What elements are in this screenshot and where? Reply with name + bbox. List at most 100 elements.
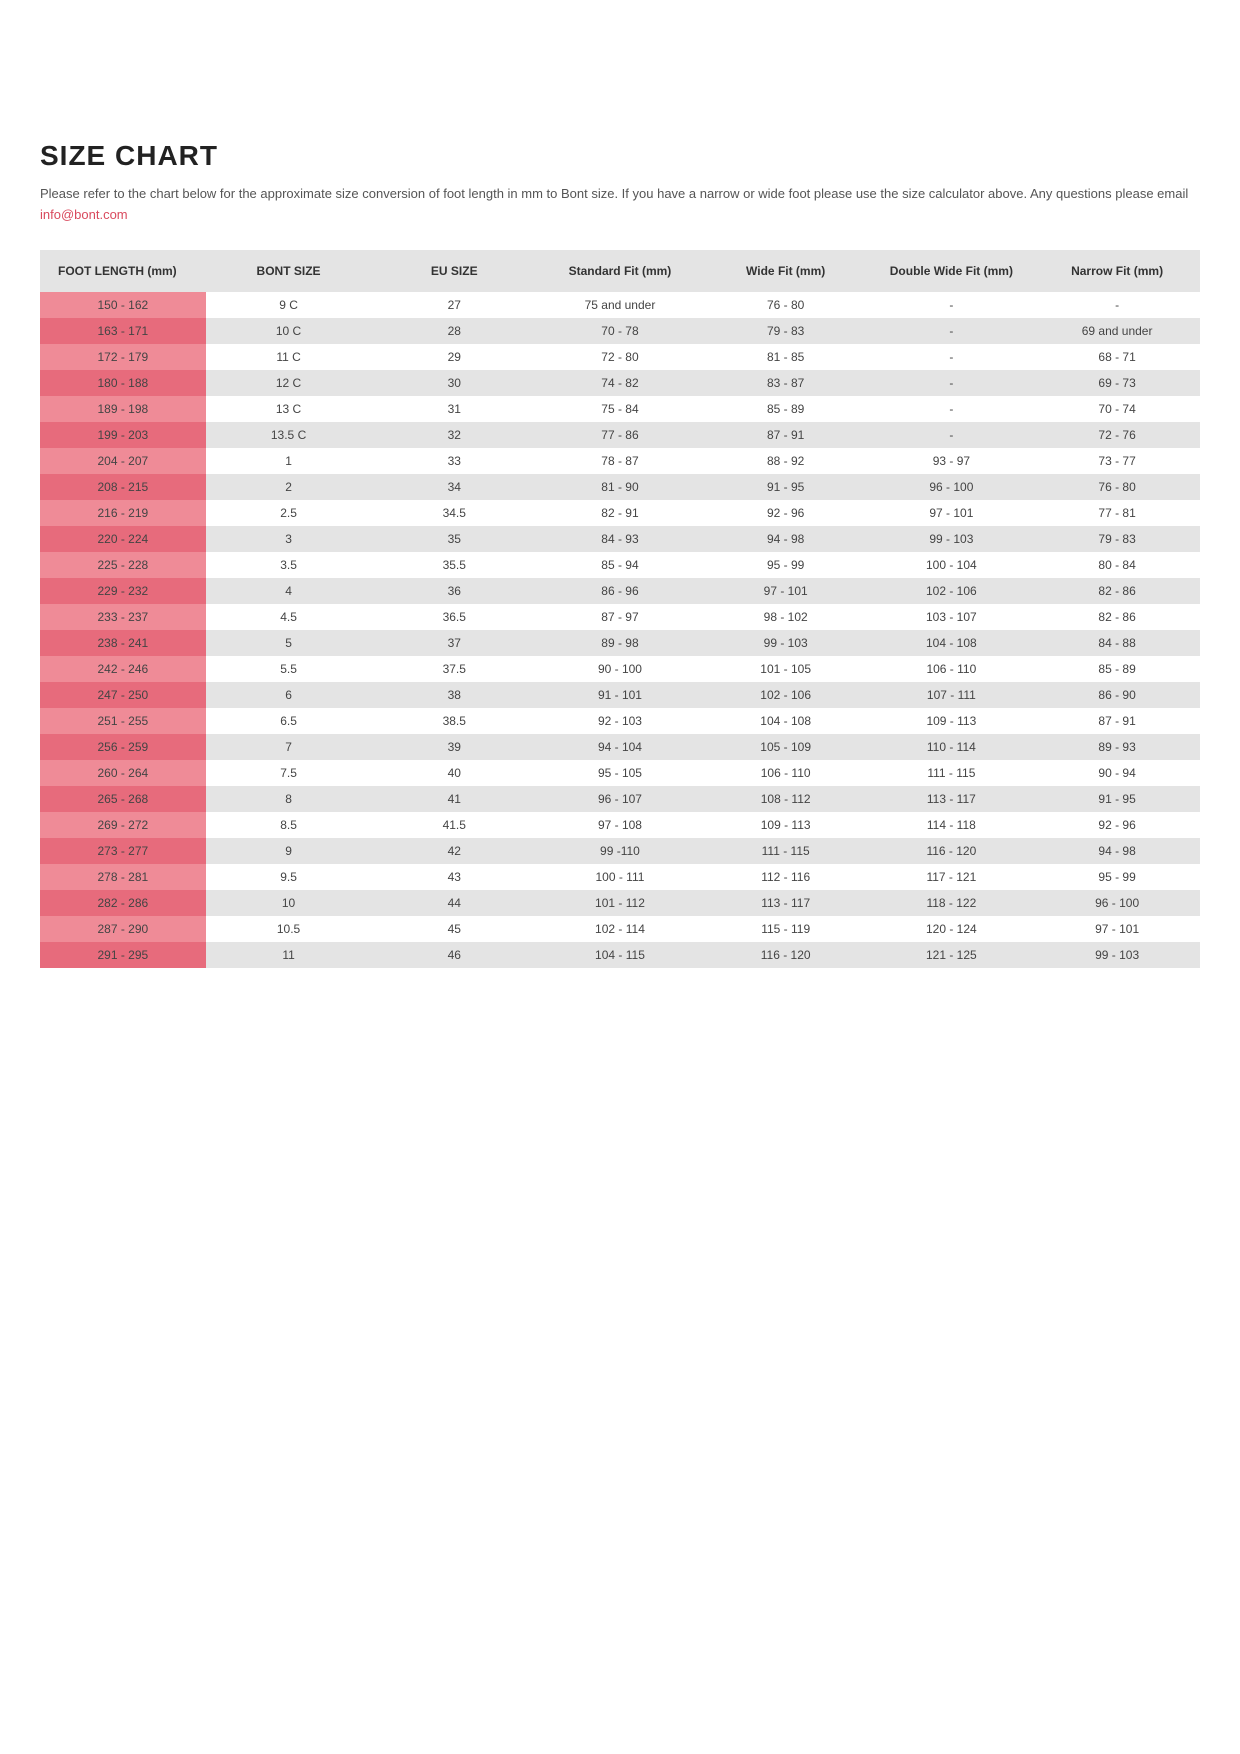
- table-cell: 225 - 228: [40, 552, 206, 578]
- table-cell: 85 - 94: [537, 552, 703, 578]
- table-cell: 238 - 241: [40, 630, 206, 656]
- table-cell: 97 - 108: [537, 812, 703, 838]
- table-cell: 115 - 119: [703, 916, 869, 942]
- table-cell: 92 - 96: [1034, 812, 1200, 838]
- table-row: 269 - 2728.541.597 - 108109 - 113114 - 1…: [40, 812, 1200, 838]
- table-cell: 33: [371, 448, 537, 474]
- table-cell: -: [869, 292, 1035, 318]
- table-row: 256 - 25973994 - 104105 - 109110 - 11489…: [40, 734, 1200, 760]
- table-cell: 13 C: [206, 396, 372, 422]
- table-cell: 35.5: [371, 552, 537, 578]
- table-cell: 163 - 171: [40, 318, 206, 344]
- column-header: Double Wide Fit (mm): [869, 250, 1035, 292]
- table-cell: 34: [371, 474, 537, 500]
- column-header: FOOT LENGTH (mm): [40, 250, 206, 292]
- table-cell: 88 - 92: [703, 448, 869, 474]
- table-row: 229 - 23243686 - 9697 - 101102 - 10682 -…: [40, 578, 1200, 604]
- column-header: Narrow Fit (mm): [1034, 250, 1200, 292]
- table-cell: 233 - 237: [40, 604, 206, 630]
- table-cell: 35: [371, 526, 537, 552]
- table-cell: 28: [371, 318, 537, 344]
- table-cell: 10 C: [206, 318, 372, 344]
- table-cell: 4.5: [206, 604, 372, 630]
- table-cell: 86 - 90: [1034, 682, 1200, 708]
- table-cell: 13.5 C: [206, 422, 372, 448]
- intro-before: Please refer to the chart below for the …: [40, 186, 1188, 201]
- table-cell: 101 - 105: [703, 656, 869, 682]
- table-cell: 84 - 93: [537, 526, 703, 552]
- table-cell: 102 - 114: [537, 916, 703, 942]
- table-cell: 82 - 86: [1034, 604, 1200, 630]
- table-cell: 113 - 117: [869, 786, 1035, 812]
- table-cell: 103 - 107: [869, 604, 1035, 630]
- table-cell: 85 - 89: [703, 396, 869, 422]
- table-cell: 3: [206, 526, 372, 552]
- table-cell: 91 - 101: [537, 682, 703, 708]
- table-cell: 77 - 81: [1034, 500, 1200, 526]
- table-cell: 79 - 83: [703, 318, 869, 344]
- table-cell: 204 - 207: [40, 448, 206, 474]
- table-row: 287 - 29010.545102 - 114115 - 119120 - 1…: [40, 916, 1200, 942]
- table-row: 233 - 2374.536.587 - 9798 - 102103 - 107…: [40, 604, 1200, 630]
- table-cell: 97 - 101: [1034, 916, 1200, 942]
- table-cell: 113 - 117: [703, 890, 869, 916]
- table-cell: 4: [206, 578, 372, 604]
- table-cell: 97 - 101: [869, 500, 1035, 526]
- table-cell: 108 - 112: [703, 786, 869, 812]
- table-cell: 99 -110: [537, 838, 703, 864]
- table-cell: 40: [371, 760, 537, 786]
- table-cell: 41.5: [371, 812, 537, 838]
- table-cell: 5: [206, 630, 372, 656]
- table-row: 180 - 18812 C3074 - 8283 - 87-69 - 73: [40, 370, 1200, 396]
- table-cell: 37: [371, 630, 537, 656]
- table-cell: 82 - 91: [537, 500, 703, 526]
- contact-email-link[interactable]: info@bont.com: [40, 207, 128, 222]
- table-cell: -: [869, 344, 1035, 370]
- table-cell: 30: [371, 370, 537, 396]
- table-cell: 79 - 83: [1034, 526, 1200, 552]
- table-cell: 27: [371, 292, 537, 318]
- table-cell: 93 - 97: [869, 448, 1035, 474]
- table-cell: 69 and under: [1034, 318, 1200, 344]
- table-cell: 95 - 99: [1034, 864, 1200, 890]
- table-cell: 111 - 115: [703, 838, 869, 864]
- table-cell: 7: [206, 734, 372, 760]
- table-cell: 278 - 281: [40, 864, 206, 890]
- table-row: 204 - 20713378 - 8788 - 9293 - 9773 - 77: [40, 448, 1200, 474]
- table-cell: 116 - 120: [869, 838, 1035, 864]
- table-cell: 3.5: [206, 552, 372, 578]
- table-cell: 90 - 94: [1034, 760, 1200, 786]
- table-row: 265 - 26884196 - 107108 - 112113 - 11791…: [40, 786, 1200, 812]
- table-cell: 95 - 99: [703, 552, 869, 578]
- table-row: 242 - 2465.537.590 - 100101 - 105106 - 1…: [40, 656, 1200, 682]
- table-cell: 75 - 84: [537, 396, 703, 422]
- table-cell: -: [869, 318, 1035, 344]
- table-cell: 39: [371, 734, 537, 760]
- table-cell: 82 - 86: [1034, 578, 1200, 604]
- table-cell: 117 - 121: [869, 864, 1035, 890]
- table-header-row: FOOT LENGTH (mm)BONT SIZEEU SIZEStandard…: [40, 250, 1200, 292]
- table-cell: 102 - 106: [869, 578, 1035, 604]
- table-cell: 104 - 108: [869, 630, 1035, 656]
- table-cell: 75 and under: [537, 292, 703, 318]
- table-cell: 36: [371, 578, 537, 604]
- table-cell: 96 - 107: [537, 786, 703, 812]
- table-cell: 89 - 98: [537, 630, 703, 656]
- table-cell: 104 - 115: [537, 942, 703, 968]
- table-cell: 247 - 250: [40, 682, 206, 708]
- table-cell: 99 - 103: [869, 526, 1035, 552]
- table-cell: 81 - 90: [537, 474, 703, 500]
- column-header: BONT SIZE: [206, 250, 372, 292]
- table-cell: 109 - 113: [703, 812, 869, 838]
- table-cell: 34.5: [371, 500, 537, 526]
- table-cell: 291 - 295: [40, 942, 206, 968]
- table-cell: 92 - 103: [537, 708, 703, 734]
- table-cell: 89 - 93: [1034, 734, 1200, 760]
- table-row: 225 - 2283.535.585 - 9495 - 99100 - 1048…: [40, 552, 1200, 578]
- table-cell: 120 - 124: [869, 916, 1035, 942]
- table-row: 282 - 2861044101 - 112113 - 117118 - 122…: [40, 890, 1200, 916]
- table-cell: 86 - 96: [537, 578, 703, 604]
- table-cell: 256 - 259: [40, 734, 206, 760]
- table-cell: 199 - 203: [40, 422, 206, 448]
- table-cell: 100 - 111: [537, 864, 703, 890]
